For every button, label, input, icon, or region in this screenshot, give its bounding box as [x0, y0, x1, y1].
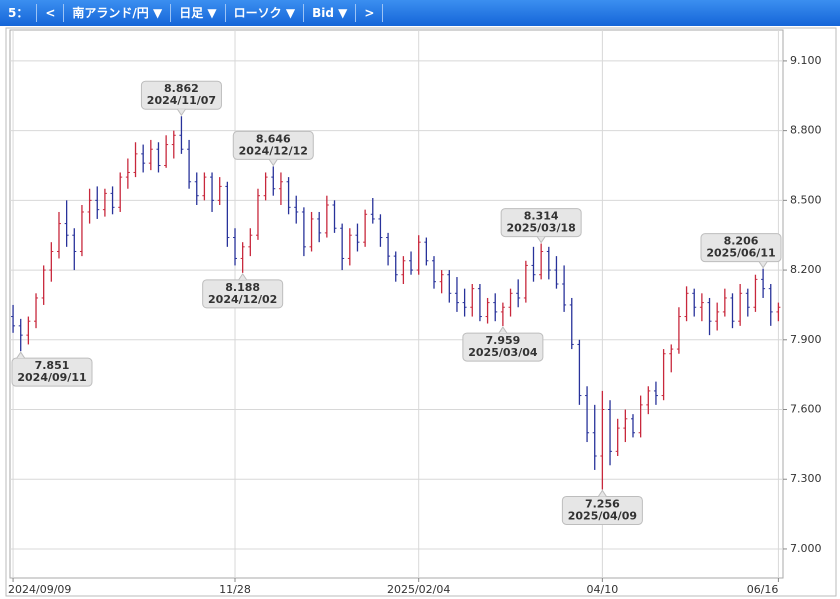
y-tick-label: 8.200	[790, 263, 822, 276]
callout-date: 2024/09/11	[17, 371, 86, 384]
toolbar-item[interactable]: ローソク ▼	[226, 4, 305, 22]
callout-value: 8.646	[256, 132, 291, 145]
callout-pointer	[238, 272, 248, 281]
callout-value: 8.188	[225, 281, 260, 294]
callout-value: 8.862	[164, 82, 199, 95]
callout-pointer	[16, 351, 26, 359]
callout-date: 2024/11/07	[147, 94, 216, 107]
y-tick-label: 7.000	[790, 542, 822, 555]
callout-date: 2025/04/09	[568, 509, 637, 522]
y-tick-label: 7.900	[790, 333, 822, 346]
plot-area	[9, 29, 784, 579]
y-tick-label: 7.600	[790, 403, 822, 416]
callout-box	[11, 357, 93, 387]
y-tick-label: 8.800	[790, 124, 822, 137]
toolbar-item[interactable]: <	[37, 4, 65, 22]
callout-value: 7.851	[35, 359, 70, 372]
callout-date: 2025/03/18	[507, 222, 576, 235]
callout-pointer	[177, 108, 186, 117]
callout-pointer	[536, 236, 546, 244]
x-tick-label: 2024/09/09	[8, 583, 71, 596]
x-tick-label: 06/16	[747, 583, 779, 596]
toolbar-item[interactable]: 南アランド/円 ▼	[64, 4, 172, 22]
toolbar-item[interactable]: Bid ▼	[304, 4, 357, 22]
y-tick-label: 7.300	[790, 472, 822, 485]
x-tick-label: 04/10	[587, 583, 619, 596]
callout-date: 2025/06/11	[706, 247, 775, 260]
y-tick-label: 9.100	[790, 54, 822, 67]
toolbar-item: 5：	[0, 4, 38, 22]
toolbar: 5： < 南アランド/円 ▼ 日足 ▼ ローソク ▼ Bid ▼ >	[0, 0, 840, 26]
callout-value: 7.256	[585, 497, 620, 510]
x-tick-label: 11/28	[219, 583, 251, 596]
callout-date: 2024/12/12	[239, 144, 308, 157]
callout-pointer	[498, 326, 508, 334]
y-tick-label: 8.500	[790, 193, 822, 206]
callout-pointer	[758, 261, 768, 269]
callout-pointer	[268, 159, 278, 167]
toolbar-item[interactable]: >	[356, 4, 384, 22]
callout-value: 8.206	[724, 235, 759, 248]
callout-pointer	[597, 489, 607, 497]
callout-date: 2025/03/04	[468, 346, 538, 359]
x-tick-label: 2025/02/04	[387, 583, 450, 596]
callout-value: 8.314	[524, 210, 559, 223]
callout-value: 7.959	[485, 334, 520, 347]
toolbar-item[interactable]: 日足 ▼	[171, 4, 226, 22]
callout-date: 2024/12/02	[208, 293, 277, 306]
callout-box	[700, 233, 782, 263]
